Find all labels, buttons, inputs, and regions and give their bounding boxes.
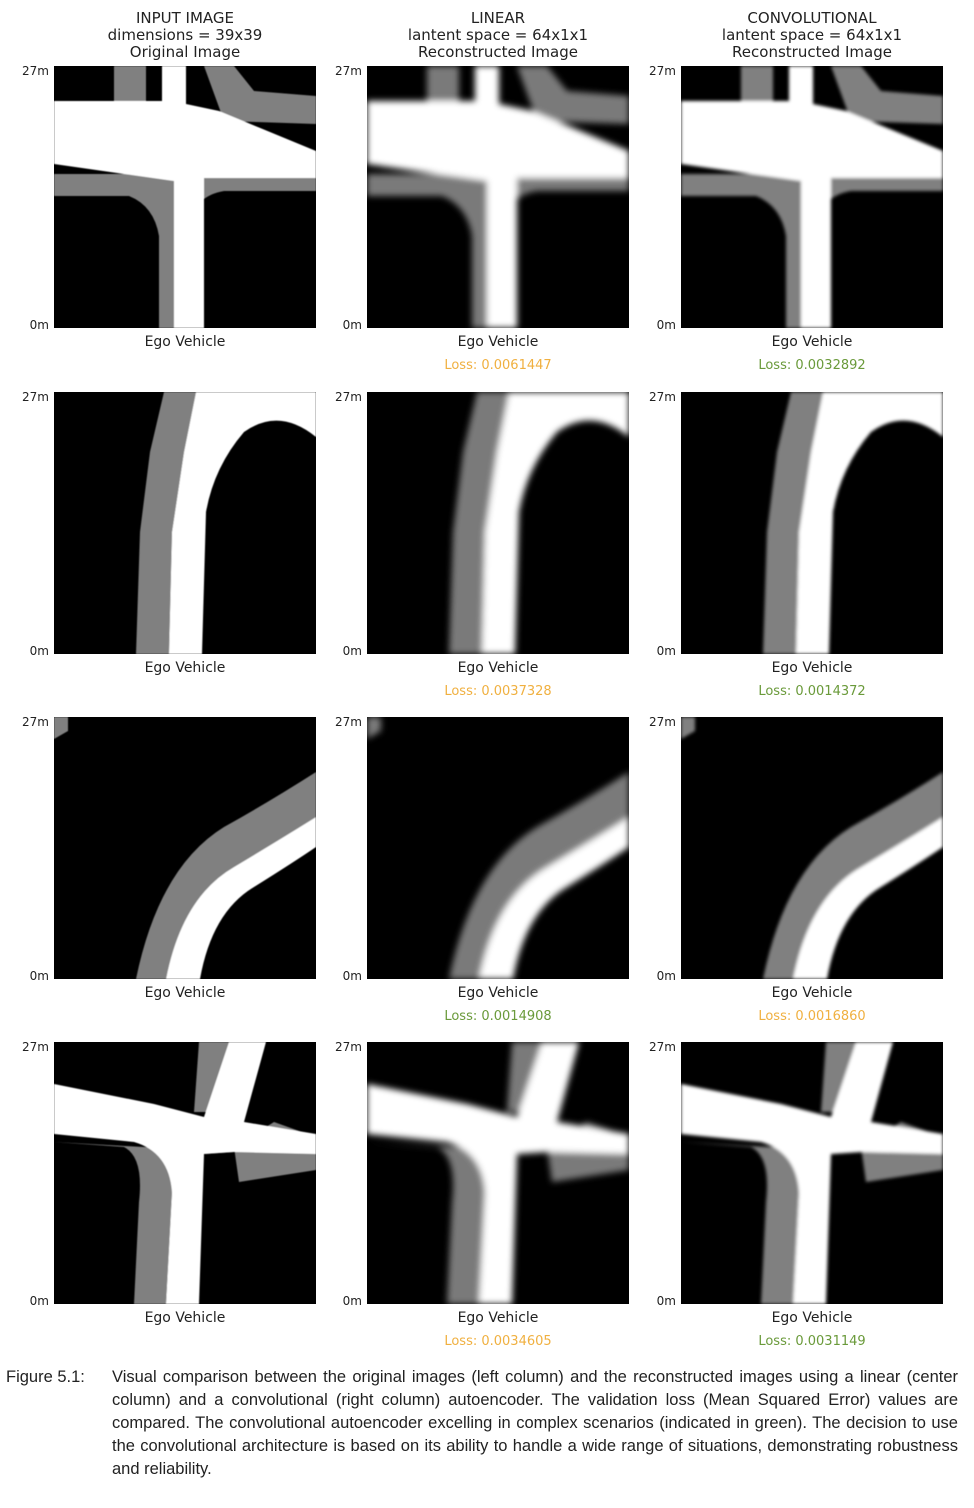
x-axis-label: Ego Vehicle [457,334,539,350]
road-area [793,817,943,979]
x-axis-label: Ego Vehicle [144,985,226,1001]
road-area [54,1042,316,1304]
road-area [681,1042,943,1304]
lane-area [136,772,316,979]
y-tick-top: 27m [22,715,49,729]
lane-area [367,717,381,739]
y-tick-top: 27m [649,1040,676,1054]
reconstruction-panel [367,392,629,654]
loss-label: Loss: 0.0014908 [444,1009,552,1024]
y-tick-top: 27m [649,64,676,78]
loss-label: Loss: 0.0037328 [444,684,552,699]
lane-area [449,392,509,654]
road-area [482,392,629,654]
reconstruction-panel [681,717,943,979]
column-caption: Reconstructed Image [732,43,892,61]
y-tick-top: 27m [649,390,676,404]
y-tick-bottom: 0m [29,969,49,983]
x-axis-label: Ego Vehicle [144,660,226,676]
column-caption: Original Image [129,43,241,61]
column-title: INPUT IMAGE [135,9,235,27]
x-axis-label: Ego Vehicle [144,334,226,350]
road-area [367,1042,629,1304]
figure-caption: Figure 5.1: Visual comparison between th… [6,1366,958,1481]
column-header-linear: LINEAR lantent space = 64x1x1 Reconstruc… [367,10,629,61]
x-axis-label: Ego Vehicle [771,985,853,1001]
reconstruction-panel [367,1042,629,1304]
loss-label: Loss: 0.0061447 [444,358,552,373]
figure-caption-text: Visual comparison between the original i… [112,1368,958,1478]
lane-area [204,66,316,124]
lane-area [681,1142,861,1304]
x-axis-label: Ego Vehicle [771,334,853,350]
lane-area [136,392,196,654]
column-subtitle: lantent space = 64x1x1 [407,26,589,44]
y-tick-bottom: 0m [29,644,49,658]
y-tick-top: 27m [335,64,362,78]
road-area [166,817,316,979]
y-tick-bottom: 0m [342,969,362,983]
y-tick-top: 27m [335,390,362,404]
loss-label: Loss: 0.0032892 [758,358,866,373]
figure-label: Figure 5.1: [6,1368,85,1386]
road-area [681,66,943,328]
x-axis-label: Ego Vehicle [144,1310,226,1326]
lane-area [367,1142,547,1304]
y-tick-bottom: 0m [342,1294,362,1308]
lane-area [449,772,629,979]
y-tick-top: 27m [335,715,362,729]
loss-label: Loss: 0.0014372 [758,684,866,699]
y-tick-bottom: 0m [342,644,362,658]
reconstruction-panel [681,66,943,328]
y-tick-top: 27m [22,1040,49,1054]
x-axis-label: Ego Vehicle [457,1310,539,1326]
reconstruction-panel [54,392,316,654]
y-tick-bottom: 0m [29,1294,49,1308]
y-tick-bottom: 0m [656,644,676,658]
x-axis-label: Ego Vehicle [457,660,539,676]
column-caption: Reconstructed Image [418,43,578,61]
road-area [367,66,629,328]
y-tick-top: 27m [22,64,49,78]
lane-area [763,772,943,979]
x-axis-label: Ego Vehicle [771,660,853,676]
x-axis-label: Ego Vehicle [457,985,539,1001]
y-tick-bottom: 0m [656,1294,676,1308]
column-title: LINEAR [470,9,526,27]
reconstruction-panel [681,392,943,654]
lane-area [831,66,943,124]
x-axis-label: Ego Vehicle [771,1310,853,1326]
y-tick-bottom: 0m [656,318,676,332]
reconstruction-panel [54,1042,316,1304]
road-area [169,392,316,654]
lane-area [54,717,68,739]
road-area [479,817,629,979]
y-tick-top: 27m [649,715,676,729]
column-subtitle: lantent space = 64x1x1 [721,26,903,44]
y-tick-top: 27m [335,1040,362,1054]
y-tick-bottom: 0m [29,318,49,332]
reconstruction-panel [367,717,629,979]
lane-area [517,66,629,124]
column-header-convolutional: CONVOLUTIONAL lantent space = 64x1x1 Rec… [681,10,943,61]
column-header-input: INPUT IMAGE dimensions = 39x39 Original … [54,10,316,61]
lane-area [763,392,823,654]
reconstruction-panel [681,1042,943,1304]
y-tick-top: 27m [22,390,49,404]
loss-label: Loss: 0.0034605 [444,1334,552,1349]
y-tick-bottom: 0m [656,969,676,983]
road-area [54,66,316,328]
reconstruction-panel [367,66,629,328]
lane-area [54,1142,234,1304]
y-tick-bottom: 0m [342,318,362,332]
lane-area [681,717,695,739]
loss-label: Loss: 0.0031149 [758,1334,866,1349]
reconstruction-panel [54,717,316,979]
column-title: CONVOLUTIONAL [747,9,877,27]
column-subtitle: dimensions = 39x39 [107,26,263,44]
loss-label: Loss: 0.0016860 [758,1009,866,1024]
road-area [796,392,943,654]
reconstruction-panel [54,66,316,328]
